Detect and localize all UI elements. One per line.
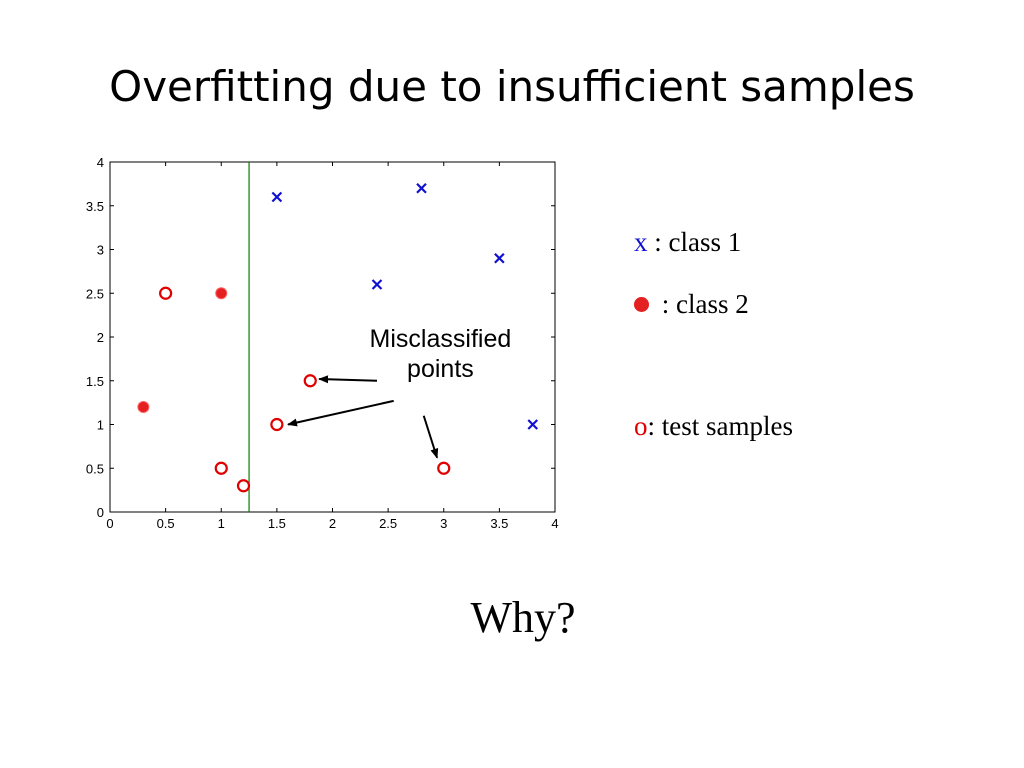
legend-class2-label: : class 2 [655,289,749,319]
legend-x-symbol: x [634,227,648,257]
annotation-arrow [422,415,439,459]
legend-class2: : class 2 [634,289,749,320]
class1-point [271,191,283,203]
footer-question: Why? [470,593,576,642]
annotation-arrow [287,399,394,427]
class1-point [494,252,505,264]
legend-o-symbol: o [634,411,648,441]
class2-point [215,287,228,300]
legend-filled-dot-icon [634,297,649,313]
x-tick-label: 4 [551,516,558,531]
legend-test-label: : test samples [647,411,793,441]
test-sample-point [270,417,284,432]
x-tick-label: 2 [329,516,336,531]
x-tick-label: 2.5 [379,516,397,531]
plot-frame [109,161,556,513]
class1-point [527,419,539,430]
class2-point [137,401,150,413]
y-tick-label: 2 [97,330,104,345]
annotation-line2: points [407,355,474,383]
slide-title: Overfitting due to insufficient samples [109,62,915,111]
annotation-arrow [318,375,378,384]
y-tick-label: 0.5 [86,461,104,476]
annotation-line1: Misclassified [370,325,512,353]
y-tick-label: 2.5 [86,286,104,301]
legend-test: o: test samples [634,411,793,442]
y-tick-label: 1.5 [86,374,104,389]
test-sample-point [236,479,251,493]
x-tick-label: 0 [106,516,113,531]
test-sample-point [159,286,173,300]
x-tick-label: 3 [440,516,447,531]
test-sample-point [214,461,228,475]
legend-class1: x : class 1 [634,227,741,258]
y-tick-label: 0 [97,505,104,520]
y-tick-label: 1 [97,418,104,433]
legend-class1-label: : class 1 [647,227,742,257]
y-tick-label: 3 [97,243,104,258]
scatter-plot: 0 0.5 1 1.5 2 2.5 3 3.5 4 0 0.5 1 1.5 2 2.5 3 3.5 4 Miscl… [86,155,559,531]
class1-point [371,279,383,290]
x-tick-label: 1.5 [268,516,286,531]
x-tick-label: 0.5 [157,516,175,531]
test-sample-point [303,374,317,388]
test-sample-point [437,461,451,475]
y-tick-label: 3.5 [86,199,104,214]
x-tick-label: 3.5 [490,516,508,531]
x-tick-label: 1 [218,516,225,531]
y-tick-label: 4 [97,155,104,170]
class1-point [416,182,427,194]
